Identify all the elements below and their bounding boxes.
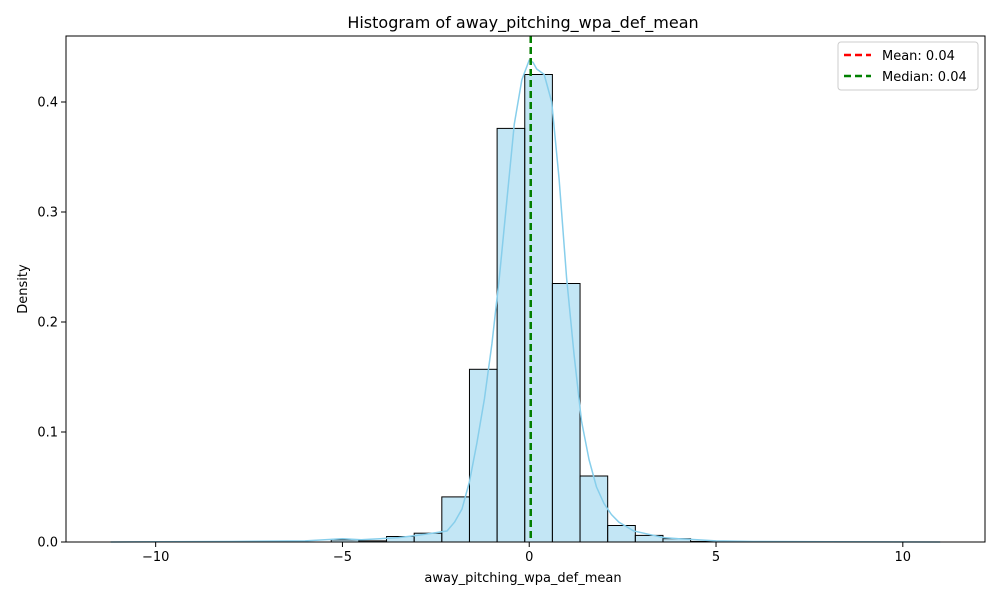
histogram-bar <box>468 368 498 543</box>
x-axis: −10 −5 0 5 10 <box>142 542 911 565</box>
y-tick-label: 0.4 <box>37 96 58 111</box>
y-tick-label: 0.0 <box>37 536 58 551</box>
histogram-bar <box>579 475 609 543</box>
y-axis-label: Density <box>16 264 31 314</box>
x-tick-label: 10 <box>895 550 912 565</box>
plot-area <box>110 36 941 543</box>
chart-title: Histogram of away_pitching_wpa_def_mean <box>347 13 698 33</box>
legend-box <box>837 41 979 91</box>
y-tick-label: 0.3 <box>37 206 58 221</box>
x-tick-label: −10 <box>142 550 169 565</box>
x-tick-label: 5 <box>712 550 720 565</box>
legend-label: Mean: 0.04 <box>882 49 955 64</box>
plot-frame <box>65 35 986 543</box>
x-tick-label: −5 <box>333 550 352 565</box>
y-axis: 0.0 0.1 0.2 0.3 0.4 <box>37 96 66 551</box>
y-tick-label: 0.2 <box>37 316 58 331</box>
histogram-bar <box>524 74 553 543</box>
kde-curve <box>110 59 941 543</box>
x-tick-label: 0 <box>525 550 533 565</box>
histogram-bar <box>607 525 636 543</box>
histogram-bar <box>551 283 581 543</box>
y-tick-label: 0.1 <box>37 426 58 441</box>
histogram-bar <box>496 127 526 543</box>
legend: Mean: 0.04 Median: 0.04 <box>837 41 979 91</box>
x-axis-label: away_pitching_wpa_def_mean <box>424 571 621 586</box>
kde-layer <box>110 59 941 543</box>
legend-label: Median: 0.04 <box>882 70 967 85</box>
